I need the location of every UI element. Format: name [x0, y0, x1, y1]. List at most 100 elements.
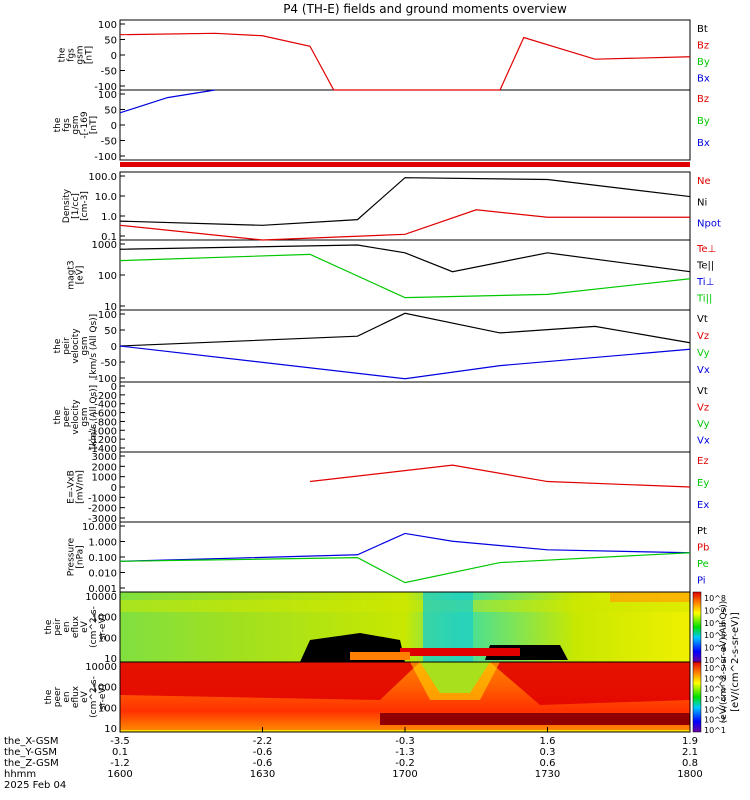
y-tick-label: 10.000	[82, 522, 117, 533]
y-axis-label: eflux	[71, 615, 81, 638]
y-tick-label: 0	[111, 121, 117, 132]
y-tick-label: 0.001	[88, 584, 117, 595]
series-fgs_gsm_zoom-Bx	[119, 89, 216, 114]
colorbar-tick: 10^4	[704, 644, 726, 653]
x-tick-y: 2.1	[682, 747, 698, 758]
legend-Ni: Ni	[697, 197, 707, 208]
y-axis-label: (cm^2-s-	[89, 606, 99, 648]
y-axis-label: [km/s (All Qs)]	[89, 385, 99, 449]
y-tick-label: 0.010	[88, 569, 117, 580]
panel-frame	[119, 381, 691, 453]
y-tick-label: 1000	[92, 240, 117, 251]
panel-peir_velocity: 100 50 0 -50 -100 the peir velocity gsm [km/s (Al…	[53, 309, 710, 385]
x-tick-x: -0.3	[395, 736, 415, 747]
colorbar-tick: 10^3	[704, 656, 726, 665]
y-tick-label: -100	[94, 374, 117, 385]
y-tick-label: -600	[94, 409, 117, 420]
legend-Ne: Ne	[697, 176, 711, 187]
y-tick-label: 100	[98, 703, 117, 714]
y-tick-label: 1000	[92, 613, 117, 624]
y-axis-label: [cm-3]	[80, 191, 90, 221]
y-axis-label: en	[62, 691, 72, 702]
y-tick-label: -1400	[88, 444, 117, 455]
y-tick-label: 10000	[85, 662, 117, 673]
legend-Ey: Ey	[697, 478, 709, 489]
x-tick-z: -1.2	[110, 758, 130, 769]
x-tick-t: 1600	[107, 769, 132, 780]
panel-density: 100.0 10.0 1.0 0.1 Density [1/cc] [cm-3] Ne Ni Np…	[62, 171, 721, 243]
panel-peer_spectrogram: 10000 1000 100 10 the peer en eflux eV (cm^2-s-sr…	[44, 662, 125, 735]
y-tick-label: -2000	[88, 504, 117, 515]
y-tick-label: 100	[98, 271, 117, 282]
colorbar-tick: 10^6	[704, 674, 726, 683]
legend-Bx: Bx	[697, 74, 710, 85]
y-axis-label: the	[53, 338, 63, 353]
y-tick-label: 10	[104, 302, 117, 313]
x-tick-x: 1.6	[540, 736, 556, 747]
y-axis-label: peer	[62, 406, 72, 427]
x-row-label-date: 2025 Feb 04	[4, 780, 66, 791]
y-axis-label: eflux	[71, 685, 81, 708]
x-tick-y: 0.3	[540, 747, 556, 758]
y-tick-label: -800	[94, 417, 117, 428]
x-axis-annotation: the_X-GSM the_Y-GSM the_Z-GSM hhmm 2025 …	[4, 727, 703, 791]
y-axis-label: sr-eV)	[98, 614, 108, 640]
y-axis-label: [1/cc]	[71, 193, 81, 219]
y-axis-label: the	[58, 47, 68, 62]
legend-Pt: Pt	[697, 526, 707, 537]
x-row-label-x: the_X-GSM	[4, 736, 58, 747]
colorbar-electron	[692, 661, 702, 733]
y-axis-label: [nT]	[89, 116, 99, 134]
peir-spectrogram	[119, 591, 691, 663]
colorbar-ion	[692, 591, 702, 663]
x-tick-y: -1.3	[395, 747, 415, 758]
y-tick-label: 100.0	[88, 172, 117, 183]
colorbar-tick: 10^8	[704, 594, 726, 603]
legend-Vx: Vx	[697, 436, 710, 447]
y-tick-label: 1000	[92, 683, 117, 694]
colorbar-tick: 10^3	[704, 705, 726, 714]
series-fgs_gsm-Bz	[119, 32, 691, 91]
flag-bar	[120, 162, 690, 167]
legend-Vx: Vx	[697, 365, 710, 376]
y-axis-label: fgs	[62, 118, 72, 132]
panel-fgs_gsm_zoom: 100 50 0 -50 -100 the fgs gsm -[-169 [nT] Bz By Bx	[53, 89, 710, 163]
y-axis-label: the	[44, 619, 54, 634]
y-axis-label: Density	[62, 188, 72, 223]
x-tick-z: -0.2	[395, 758, 415, 769]
y-tick-label: 100	[98, 310, 117, 321]
y-tick-label: 0	[111, 51, 117, 62]
series-temperature-Ti||	[119, 253, 691, 299]
legend-Vt: Vt	[697, 314, 708, 325]
x-row-label-y: the_Y-GSM	[4, 747, 57, 758]
y-tick-label: -1200	[88, 435, 117, 446]
legend-Ti⊥: Ti⊥	[696, 277, 714, 288]
series-peir_velocity-Vx	[119, 345, 691, 380]
legend-Pe: Pe	[697, 559, 709, 570]
series-density-Ni	[119, 177, 691, 226]
y-tick-label: -100	[94, 82, 117, 93]
y-tick-label: 10	[104, 654, 117, 665]
y-tick-label: 3000	[92, 452, 117, 463]
y-tick-label: -100	[94, 152, 117, 163]
panel-peir_spectrogram: 10000 1000 100 10 the peir en eflux eV (cm^2-s-sr…	[44, 592, 125, 665]
x-tick-y: -0.6	[253, 747, 273, 758]
y-tick-label: -1000	[88, 493, 117, 504]
x-tick-z: -0.6	[253, 758, 273, 769]
colorbar-tick: 10^7	[704, 606, 726, 615]
y-tick-label: 0.1	[101, 232, 117, 243]
panel-fgs_gsm: 100 50 0 -50 -100 the fgs gsm [nT] Bt Bz By Bx	[58, 19, 710, 93]
colorbar-tick: 10^7	[704, 664, 726, 673]
y-axis-label: the	[44, 689, 54, 704]
legend-Bz: Bz	[697, 94, 709, 105]
colorbar-tick: 10^2	[704, 716, 726, 725]
legend-Bz: Bz	[697, 41, 709, 52]
colorbar-tick: 10^1	[704, 726, 726, 735]
y-axis-label: velocity	[71, 328, 81, 364]
x-tick-x: -3.5	[110, 736, 130, 747]
y-axis-label: [nT]	[85, 46, 95, 64]
y-axis-label: sr-eV)	[98, 684, 108, 710]
panel-frame	[119, 19, 691, 91]
y-axis-label: gsm	[76, 45, 86, 64]
